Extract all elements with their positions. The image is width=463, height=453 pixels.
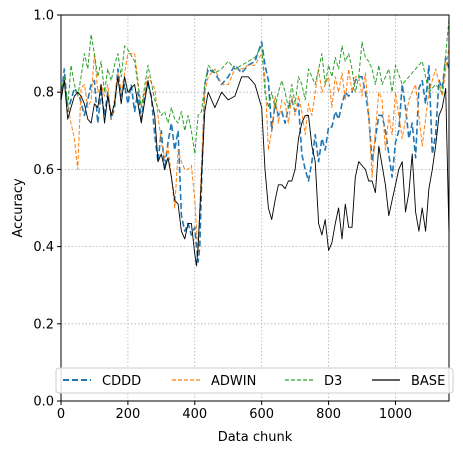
legend-label-base: BASE: [411, 374, 445, 389]
legend: CDDD ADWIN D3 BASE: [55, 367, 454, 394]
legend-label-cddd: CDDD: [102, 374, 141, 389]
y-tick-label: 0.8: [33, 86, 54, 101]
legend-box: [55, 367, 454, 394]
x-tick-label: 0: [57, 407, 65, 422]
legend-label-adwin: ADWIN: [211, 374, 256, 389]
y-tick-label: 0.2: [33, 317, 54, 332]
y-axis-label: Accuracy: [11, 178, 26, 238]
series-layer: [60, 18, 450, 267]
y-tick-label: 0.4: [33, 240, 54, 255]
plot-frame: [60, 14, 450, 402]
x-tick-label: 800: [316, 407, 341, 422]
ticks: 0 200 400 600 800 1000 0.0 0.2 0.4 0.6 0.8 1.0: [33, 9, 412, 423]
series-line-base: [60, 76, 450, 267]
x-tick-label: 400: [182, 407, 207, 422]
y-tick-label: 1.0: [33, 9, 54, 24]
x-tick-label: 600: [249, 407, 274, 422]
series-line-cddd: [60, 41, 450, 263]
series-line-adwin: [60, 45, 450, 255]
legend-label-d3: D3: [324, 374, 342, 389]
series-line-d3: [60, 18, 450, 155]
x-axis-label: Data chunk: [218, 430, 293, 445]
x-tick-label: 1000: [379, 407, 412, 422]
y-tick-label: 0.6: [33, 163, 54, 178]
y-tick-label: 0.0: [33, 395, 54, 410]
x-tick-label: 200: [115, 407, 140, 422]
